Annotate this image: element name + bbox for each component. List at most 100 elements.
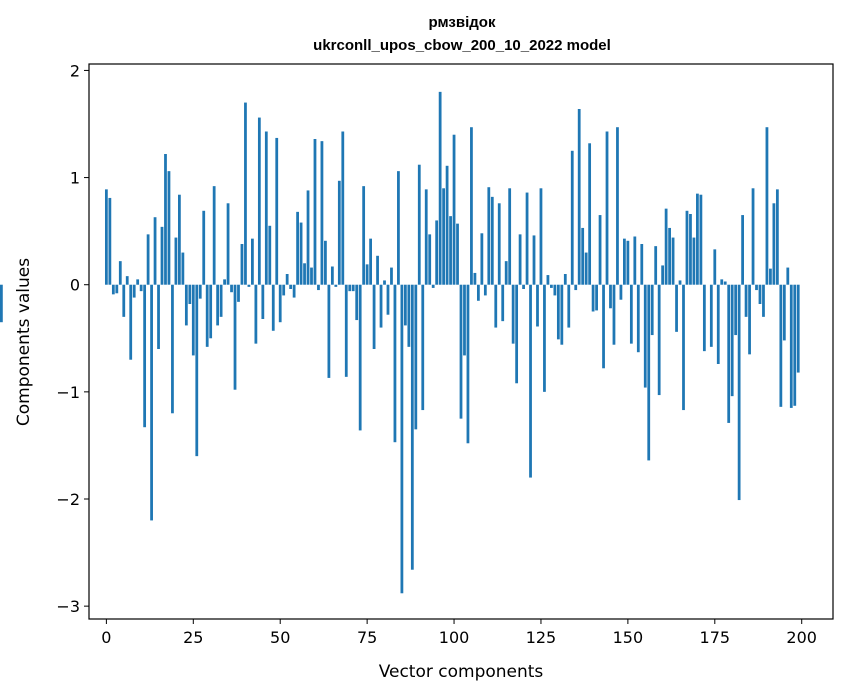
bar-166 [682,284,685,411]
bars-group [0,91,800,594]
bar-114 [501,284,505,322]
bar-90 [417,164,421,285]
bar-16 [160,226,164,285]
bar-53 [289,284,293,289]
bar-36 [230,284,233,293]
bar-96 [438,91,442,285]
bar-121 [525,192,529,285]
bar-156 [647,284,651,461]
bar-160 [661,265,665,285]
bar-111 [490,196,494,285]
bar-139 [588,143,592,285]
bar-108 [480,233,484,285]
bar-140 [591,284,595,312]
x-tick-label: 50 [270,628,290,647]
x-tick-label: 125 [526,628,557,647]
bar-60 [313,139,317,285]
bar-71 [351,284,355,292]
bar-133 [567,284,571,328]
bar-175 [713,249,717,285]
bar-184 [744,284,748,317]
bar-129 [553,284,557,296]
bar-27 [198,284,202,299]
bar-177 [720,279,724,285]
bar-196 [786,267,790,285]
bar-132 [563,274,567,285]
bar-144 [605,131,609,285]
bar-65 [330,266,334,285]
bar-134 [570,150,574,285]
bar-7 [129,284,133,360]
bar-95 [435,220,439,285]
bar-3 [115,284,119,294]
bar-92 [424,189,428,285]
x-axis-ticks: 0 25 50 75 100 125 150 175 200 [101,619,817,647]
bar-76 [369,238,372,285]
bar-66 [334,284,338,287]
bar-5 [122,284,126,317]
bar-189 [762,284,765,317]
bar-123 [532,235,536,285]
bar-110 [487,187,491,285]
y-axis-ticks: −3 −2 −1 0 1 2 [56,61,89,616]
x-tick-label: 25 [183,628,203,647]
bar-99 [449,216,452,285]
bar-78 [376,255,379,285]
bar-120 [522,284,525,289]
bar-199 [796,284,800,373]
bar-11 [143,284,147,428]
x-axis-label: Vector components [379,662,544,682]
bar-91 [421,284,425,411]
bar-197 [789,284,793,408]
bar-42 [251,238,254,285]
bar-154 [640,244,644,285]
bar-97 [442,188,446,285]
bar-107 [476,284,480,301]
bar-77 [372,284,376,349]
y-tick-label: 0 [70,276,80,295]
bar-157 [650,284,654,336]
bar-105 [470,127,473,285]
bar-undefined [0,284,3,323]
x-tick-label: 75 [357,628,377,647]
bar-23 [184,284,188,326]
bar-131 [560,284,564,345]
bar-128 [550,284,553,288]
bar-126 [543,284,546,392]
bar-80 [383,280,386,285]
bar-9 [136,279,140,285]
bar-145 [609,284,612,309]
bar-109 [483,284,487,296]
bar-68 [341,131,345,285]
bar-142 [598,215,602,285]
bar-122 [529,284,532,478]
bar-47 [268,225,272,285]
bar-30 [209,284,213,339]
bar-188 [758,284,762,304]
bar-84 [397,171,400,285]
bar-141 [595,284,598,311]
bar-124 [536,284,539,327]
bar-74 [362,186,366,285]
bar-185 [748,284,751,355]
y-tick-label: 1 [70,169,80,188]
bar-104 [466,284,470,444]
bar-63 [324,240,327,285]
bar-187 [755,284,758,291]
bar-143 [602,284,605,369]
bar-45 [261,284,265,319]
bar-125 [539,188,543,285]
bar-113 [497,203,501,285]
bar-70 [348,284,352,292]
bar-186 [751,188,755,285]
bar-165 [678,280,682,285]
bar-98 [445,165,449,285]
bar-178 [723,281,727,285]
bar-138 [584,252,588,285]
bar-158 [654,246,658,285]
bar-106 [473,272,477,285]
bar-10 [139,284,143,292]
bar-1 [108,197,112,285]
bar-161 [664,208,668,285]
